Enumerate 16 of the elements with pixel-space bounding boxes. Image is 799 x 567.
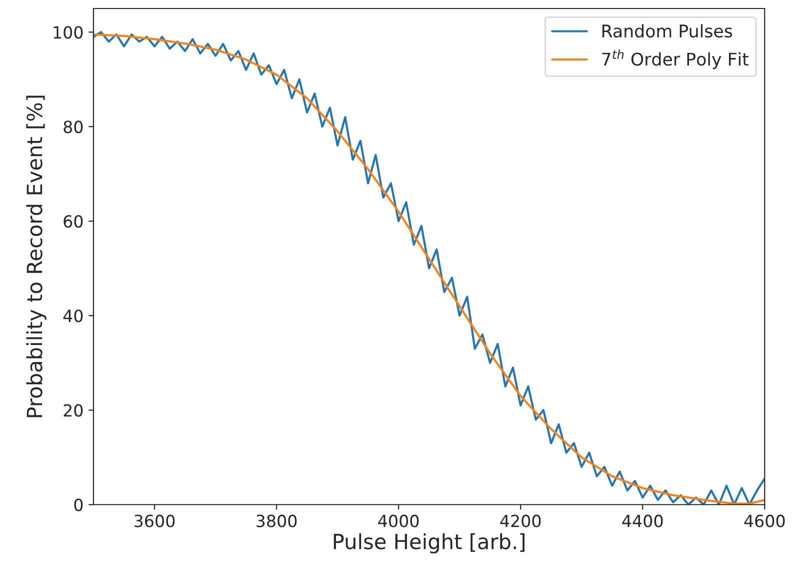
x-tick-label: 4600 [744,514,785,528]
x-tick-label: 4000 [378,514,419,528]
x-tick-label: 4400 [622,514,663,528]
y-tick-label: 0 [74,498,83,512]
y-axis-title: Probability to Record Event [%] [26,96,46,418]
y-tick-label: 80 [64,120,83,134]
x-axis-title: Pulse Height [arb.] [334,533,524,554]
y-tick-label: 20 [64,404,83,417]
y-tick-label: 100 [54,26,83,39]
x-tick-label: 3800 [256,514,297,528]
x-tick-label: 4200 [500,514,541,528]
y-tick-label: 40 [63,310,83,322]
y-tick-label: 60 [64,215,83,228]
x-tick-label: 3600 [134,514,175,528]
legend-label: 7$^{th}$ Order Poly Fit [602,50,748,70]
legend-label: Random Pulses [602,24,732,38]
